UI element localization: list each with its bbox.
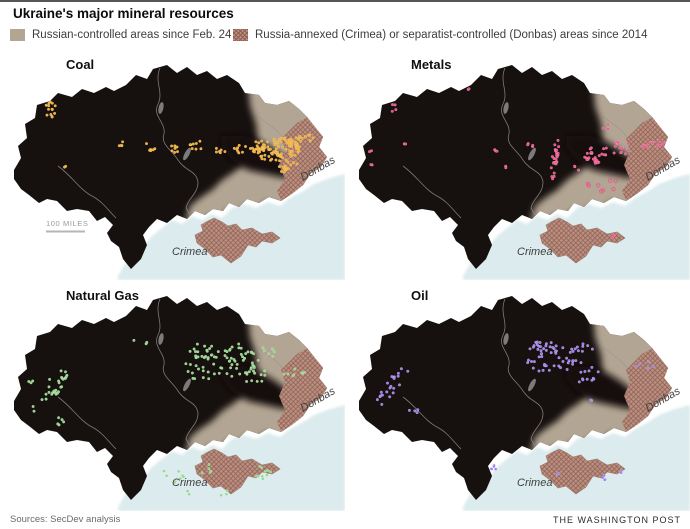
panel-oil: Oil Crimea Donbas: [345, 279, 690, 511]
scale-bar-label: 100 MILES: [46, 219, 89, 228]
panel-title-natural-gas: Natural Gas: [66, 288, 139, 303]
oil-deposit-dots: [375, 340, 655, 482]
source-note: Sources: SecDev analysis: [10, 514, 121, 525]
coal-deposit-dots: [44, 100, 315, 174]
donbas-separatist-area: [622, 346, 672, 436]
panel-metals: Metals Crimea Donbas: [345, 48, 690, 280]
publisher-credit: THE WASHINGTON POST: [552, 515, 681, 525]
donbas-separatist-area: [622, 115, 672, 205]
legend-item-annexed: Russia-annexed (Crimea) or separatist-co…: [233, 29, 647, 41]
ukraine-mainland: [14, 296, 327, 500]
crimea-label: Crimea: [517, 246, 552, 258]
crimea-area: [194, 217, 281, 264]
legend-label: Russia-annexed (Crimea) or separatist-co…: [255, 29, 648, 41]
ukraine-mainland: [359, 296, 672, 500]
legend-swatch-solid: [10, 29, 25, 41]
page-title: Ukraine's major mineral resources: [13, 6, 234, 21]
panel-natural-gas: Natural Gas Crimea Donbas: [0, 279, 345, 511]
panel-title-coal: Coal: [66, 57, 95, 72]
legend-item-russian-controlled: Russian-controlled areas since Feb. 24: [10, 29, 231, 41]
crimea-label: Crimea: [172, 477, 207, 489]
legend-label: Russian-controlled areas since Feb. 24: [32, 29, 232, 41]
panel-coal: Coal Crimea Donbas 100 MILES: [0, 48, 345, 280]
crimea-area: [539, 217, 626, 264]
panel-title-oil: Oil: [411, 288, 429, 303]
panel-title-metals: Metals: [411, 57, 452, 72]
crimea-label: Crimea: [172, 246, 207, 258]
ukraine-mainland: [14, 65, 327, 269]
metals-deposit-dots: [367, 87, 665, 240]
donbas-separatist-area: [277, 115, 327, 205]
crimea-label: Crimea: [517, 477, 552, 489]
donbas-separatist-area: [277, 346, 327, 436]
legend-swatch-hatch: [233, 29, 248, 41]
natural-gas-deposit-dots: [27, 338, 307, 497]
ukraine-mainland: [359, 65, 672, 269]
